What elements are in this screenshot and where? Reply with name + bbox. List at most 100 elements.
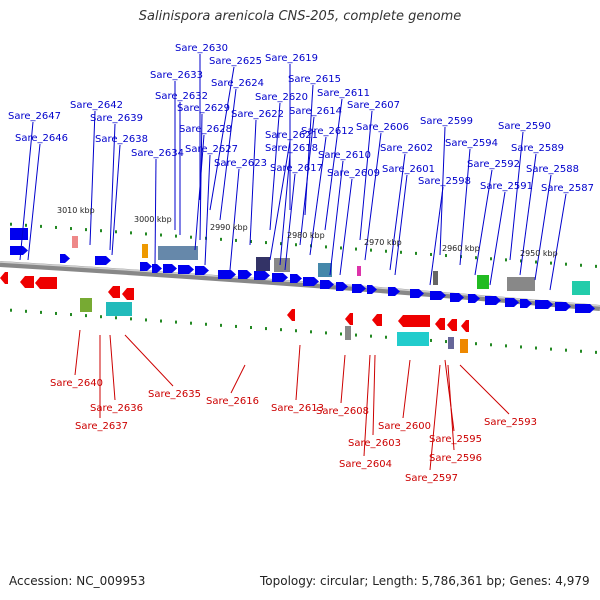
forward-gene-label[interactable]: Sare_2601 <box>382 164 435 175</box>
forward-gene-label[interactable]: Sare_2612 <box>301 126 354 137</box>
reverse-gene-label[interactable]: Sare_2635 <box>148 389 201 400</box>
gene-block[interactable] <box>477 275 489 289</box>
forward-gene-arrow[interactable] <box>10 246 28 255</box>
forward-gene-label[interactable]: Sare_2590 <box>498 121 551 132</box>
forward-gene-arrow[interactable] <box>468 294 480 303</box>
reverse-gene-label[interactable]: Sare_2595 <box>429 434 482 445</box>
forward-gene-arrow[interactable] <box>60 254 70 263</box>
forward-gene-label[interactable]: Sare_2639 <box>90 113 143 124</box>
forward-gene-arrow[interactable] <box>238 270 252 279</box>
forward-gene-arrow[interactable] <box>178 265 194 274</box>
forward-gene-arrow[interactable] <box>410 289 424 298</box>
gene-block[interactable] <box>72 236 78 248</box>
gene-block[interactable] <box>274 258 290 272</box>
forward-gene-arrow[interactable] <box>555 302 571 311</box>
reverse-gene-arrow[interactable] <box>461 320 469 332</box>
reverse-gene-label[interactable]: Sare_2616 <box>206 396 259 407</box>
gene-block[interactable] <box>318 263 332 277</box>
reverse-gene-arrow[interactable] <box>122 288 134 300</box>
reverse-gene-label[interactable]: Sare_2603 <box>348 438 401 449</box>
reverse-gene-label[interactable]: Sare_2597 <box>405 473 458 484</box>
gene-block[interactable] <box>448 337 454 349</box>
forward-gene-arrow[interactable] <box>535 300 553 309</box>
reverse-gene-arrow[interactable] <box>372 314 382 326</box>
forward-gene-arrow[interactable] <box>430 291 446 300</box>
forward-gene-label[interactable]: Sare_2619 <box>265 53 318 64</box>
forward-gene-label[interactable]: Sare_2638 <box>95 134 148 145</box>
forward-gene-label[interactable]: Sare_2606 <box>356 122 409 133</box>
reverse-gene-label[interactable]: Sare_2596 <box>429 453 482 464</box>
gene-block[interactable] <box>345 326 351 340</box>
forward-gene-arrow[interactable] <box>520 299 532 308</box>
forward-gene-label[interactable]: Sare_2629 <box>177 103 230 114</box>
forward-gene-arrow[interactable] <box>336 282 348 291</box>
forward-gene-label[interactable]: Sare_2592 <box>467 159 520 170</box>
forward-gene-label[interactable]: Sare_2627 <box>185 144 238 155</box>
reverse-gene-arrow[interactable] <box>447 319 457 331</box>
gene-block[interactable] <box>357 266 361 276</box>
forward-gene-label[interactable]: Sare_2633 <box>150 70 203 81</box>
forward-gene-arrow[interactable] <box>367 285 377 294</box>
reverse-gene-arrow[interactable] <box>435 318 445 330</box>
gene-block[interactable] <box>507 277 535 291</box>
reverse-gene-arrow[interactable] <box>0 272 8 284</box>
forward-gene-arrow[interactable] <box>575 304 595 313</box>
reverse-gene-label[interactable]: Sare_2613 <box>271 403 324 414</box>
forward-gene-arrow[interactable] <box>320 280 334 289</box>
forward-gene-label[interactable]: Sare_2591 <box>480 181 533 192</box>
forward-gene-arrow[interactable] <box>388 287 400 296</box>
forward-gene-label[interactable]: Sare_2589 <box>511 143 564 154</box>
forward-gene-arrow[interactable] <box>195 266 209 275</box>
forward-gene-label[interactable]: Sare_2615 <box>288 74 341 85</box>
reverse-gene-label[interactable]: Sare_2593 <box>484 417 537 428</box>
reverse-gene-label[interactable]: Sare_2600 <box>378 421 431 432</box>
forward-gene-label[interactable]: Sare_2588 <box>526 164 579 175</box>
reverse-gene-arrow[interactable] <box>287 309 295 321</box>
reverse-gene-arrow[interactable] <box>398 315 430 327</box>
gene-block[interactable] <box>397 332 429 346</box>
reverse-gene-arrow[interactable] <box>108 286 120 298</box>
forward-gene-label[interactable]: Sare_2630 <box>175 43 228 54</box>
forward-gene-label[interactable]: Sare_2625 <box>209 56 262 67</box>
forward-gene-label[interactable]: Sare_2647 <box>8 111 61 122</box>
forward-gene-label[interactable]: Sare_2587 <box>541 183 594 194</box>
reverse-gene-label[interactable]: Sare_2608 <box>316 406 369 417</box>
reverse-gene-label[interactable]: Sare_2604 <box>339 459 392 470</box>
forward-gene-arrow[interactable] <box>303 277 319 286</box>
forward-gene-arrow[interactable] <box>218 270 236 279</box>
forward-gene-label[interactable]: Sare_2623 <box>214 158 267 169</box>
forward-gene-arrow[interactable] <box>352 284 366 293</box>
forward-gene-label[interactable]: Sare_2632 <box>155 91 208 102</box>
forward-gene-arrow[interactable] <box>140 262 152 271</box>
gene-block[interactable] <box>572 281 590 295</box>
gene-block[interactable] <box>158 246 198 260</box>
forward-gene-label[interactable]: Sare_2634 <box>131 148 184 159</box>
forward-gene-label[interactable]: Sare_2646 <box>15 133 68 144</box>
gene-block[interactable] <box>142 244 148 258</box>
forward-gene-label[interactable]: Sare_2607 <box>347 100 400 111</box>
forward-gene-label[interactable]: Sare_2598 <box>418 176 471 187</box>
gene-block[interactable] <box>80 298 92 312</box>
gene-block[interactable] <box>256 257 270 271</box>
reverse-gene-arrow[interactable] <box>345 313 353 325</box>
reverse-gene-arrow[interactable] <box>20 276 34 288</box>
gene-block[interactable] <box>10 228 28 240</box>
forward-gene-label[interactable]: Sare_2621 <box>265 130 318 141</box>
forward-gene-label[interactable]: Sare_2642 <box>70 100 123 111</box>
forward-gene-label[interactable]: Sare_2617 <box>270 163 323 174</box>
forward-gene-label[interactable]: Sare_2602 <box>380 143 433 154</box>
forward-gene-arrow[interactable] <box>272 273 288 282</box>
gene-block[interactable] <box>106 302 132 316</box>
forward-gene-arrow[interactable] <box>505 298 519 307</box>
forward-gene-label[interactable]: Sare_2599 <box>420 116 473 127</box>
forward-gene-label[interactable]: Sare_2624 <box>211 78 264 89</box>
reverse-gene-label[interactable]: Sare_2640 <box>50 378 103 389</box>
forward-gene-arrow[interactable] <box>450 293 464 302</box>
forward-gene-label[interactable]: Sare_2628 <box>179 124 232 135</box>
forward-gene-label[interactable]: Sare_2618 <box>265 143 318 154</box>
reverse-gene-label[interactable]: Sare_2637 <box>75 421 128 432</box>
forward-gene-label[interactable]: Sare_2609 <box>327 168 380 179</box>
forward-gene-label[interactable]: Sare_2594 <box>445 138 498 149</box>
gene-block[interactable] <box>460 339 468 353</box>
gene-block[interactable] <box>433 271 438 285</box>
